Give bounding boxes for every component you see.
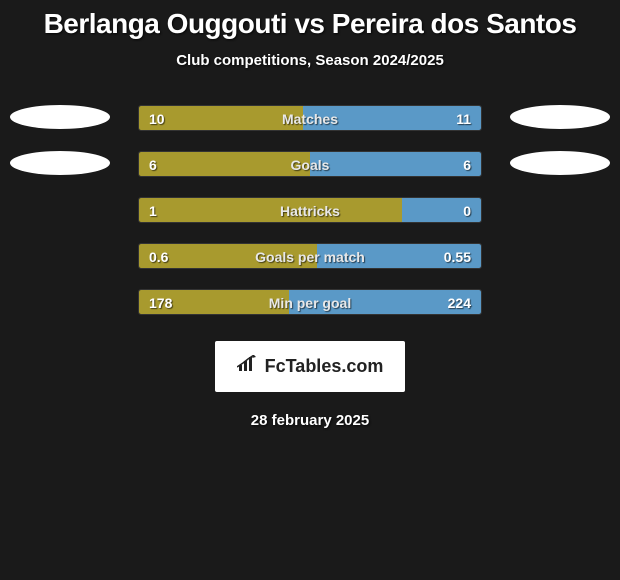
chart-icon [237,355,259,378]
player-left-ellipse [10,105,110,129]
stat-row: Min per goal178224 [8,277,612,323]
logo-text: FcTables.com [265,356,384,377]
page-title: Berlanga Ouggouti vs Pereira dos Santos [0,8,620,40]
stat-bar-left [139,290,289,314]
logo-inner: FcTables.com [237,355,384,378]
player-right-ellipse [510,151,610,175]
stat-bar-left [139,106,303,130]
stat-bar-track: Matches1011 [138,105,482,131]
stat-bar-left [139,244,317,268]
stat-bar-track: Goals per match0.60.55 [138,243,482,269]
infographic-container: Berlanga Ouggouti vs Pereira dos Santos … [0,0,620,437]
stat-bar-track: Goals66 [138,151,482,177]
stat-row: Hattricks10 [8,185,612,231]
stat-bar-left [139,152,310,176]
stat-row: Matches1011 [8,93,612,139]
stat-bar-right [317,244,481,268]
stat-row: Goals66 [8,139,612,185]
logo-box: FcTables.com [215,341,406,392]
subtitle: Club competitions, Season 2024/2025 [0,52,620,69]
stat-bar-right [303,106,481,130]
stat-bar-track: Hattricks10 [138,197,482,223]
stat-bar-left [139,198,402,222]
player-left-ellipse [10,151,110,175]
stat-bar-right [289,290,481,314]
stat-row: Goals per match0.60.55 [8,231,612,277]
stats-area: Matches1011 Goals66 Hattricks10 Goals per m… [0,93,620,323]
date-text: 28 february 2025 [0,412,620,429]
stat-bar-track: Min per goal178224 [138,289,482,315]
player-right-ellipse [510,105,610,129]
stat-bar-right [310,152,481,176]
stat-bar-right [402,198,481,222]
